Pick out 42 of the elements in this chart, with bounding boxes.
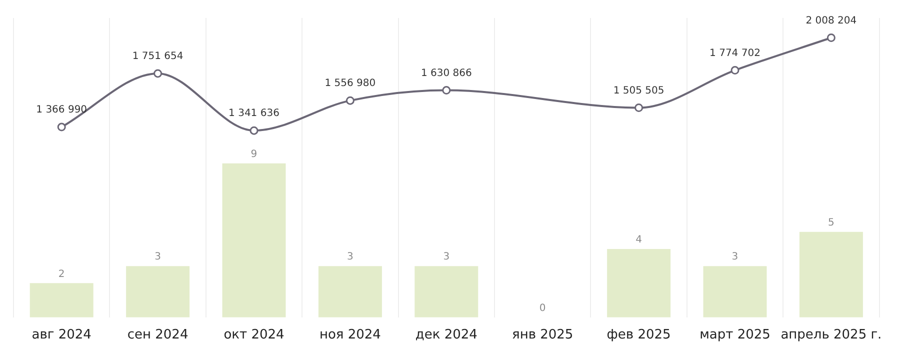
- x-tick-label: март 2025: [700, 328, 770, 343]
- x-tick-label: сен 2024: [127, 328, 188, 343]
- bar: [607, 248, 671, 318]
- bar: [30, 283, 94, 318]
- x-tick-label: дек 2024: [415, 328, 478, 343]
- data-label: 1 341 636: [228, 108, 280, 120]
- data-label: 5: [828, 217, 834, 228]
- bar: [126, 266, 190, 318]
- bar: [703, 266, 767, 318]
- data-label: 2: [58, 268, 65, 280]
- bar: [318, 266, 382, 318]
- point: [634, 104, 644, 112]
- data-label: 1 751 654: [132, 51, 184, 62]
- data-label: 4: [636, 234, 642, 246]
- point: [250, 126, 258, 135]
- data-label: 3: [443, 252, 450, 263]
- x-tick-label: фев 2025: [606, 328, 671, 343]
- x-tick-label: ноя 2024: [319, 328, 381, 343]
- point: [442, 86, 451, 95]
- x-tick-label: авг 2024: [32, 328, 92, 343]
- data-label: 3: [154, 252, 161, 263]
- bar: [222, 163, 286, 318]
- data-label: 1 505 505: [613, 85, 664, 96]
- bar: [414, 266, 478, 318]
- data-label: 1 366 990: [36, 104, 88, 116]
- x-tick-label: апрель 2025 г.: [780, 328, 882, 343]
- data-label: 3: [732, 252, 738, 263]
- data-label: 1 556 980: [324, 78, 376, 90]
- x-tick-label: янв 2025: [512, 328, 574, 343]
- data-label: 2 008 204: [806, 15, 857, 26]
- data-label: 3: [347, 252, 354, 263]
- bar: [799, 232, 863, 318]
- data-label: 1 630 866: [420, 68, 472, 79]
- data-label: 1 774 702: [710, 48, 760, 59]
- point: [346, 96, 354, 105]
- point: [154, 69, 162, 78]
- data-label: 9: [250, 149, 258, 160]
- x-tick-label: окт 2024: [224, 328, 284, 343]
- point: [57, 122, 66, 132]
- point: [826, 33, 836, 42]
- data-label: 0: [539, 302, 546, 314]
- point: [730, 66, 740, 75]
